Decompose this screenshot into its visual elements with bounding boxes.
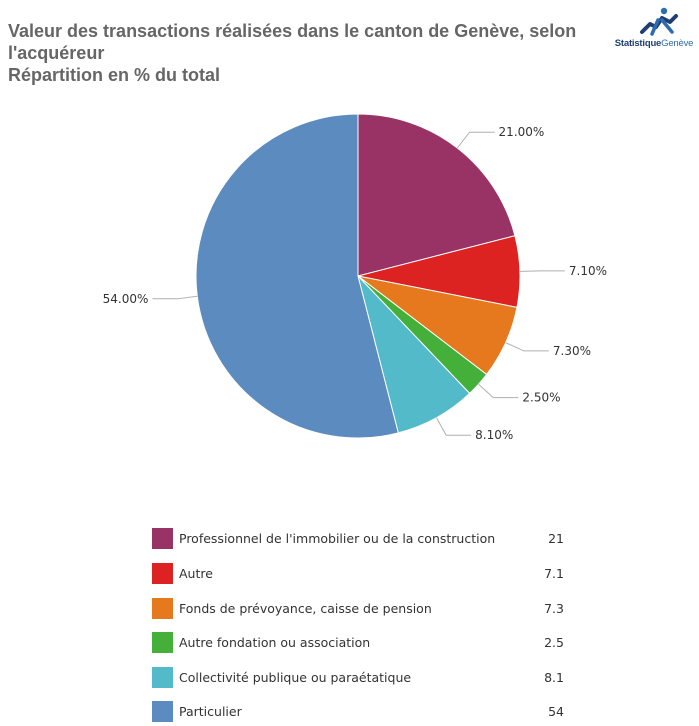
slice-connector-line [519, 270, 565, 272]
slice-data-label: 7.30% [553, 344, 591, 358]
slice-data-label: 2.50% [522, 391, 560, 405]
logo-text-main: Statistique [614, 38, 662, 49]
slice-connector-line [478, 383, 519, 399]
legend-item[interactable]: Autre fondation ou association 2.5 [152, 632, 564, 654]
slice-connector-line [456, 131, 495, 149]
slice-connector-line [436, 417, 472, 436]
slice-data-label: 7.10% [569, 264, 607, 278]
logo-text-sub: Genève [661, 38, 694, 49]
legend-value: 2.5 [544, 635, 564, 650]
legend-swatch [152, 667, 173, 688]
legend-item[interactable]: Autre 7.1 [152, 563, 564, 585]
legend-value: 7.1 [544, 566, 564, 581]
slice-connector-line [152, 295, 198, 300]
legend-swatch [152, 528, 173, 549]
legend-swatch [152, 632, 173, 653]
chart-subtitle: Répartition en % du total [8, 65, 221, 85]
legend-swatch [152, 563, 173, 584]
legend-label: Particulier [179, 704, 242, 719]
legend-label: Collectivité publique ou paraétatique [179, 670, 412, 685]
legend-label: Professionnel de l'immobilier ou de la c… [179, 531, 496, 546]
legend-item[interactable]: Fonds de prévoyance, caisse de pension 7.… [152, 598, 564, 620]
runner-logo-icon [640, 7, 678, 36]
legend-swatch [152, 701, 173, 722]
legend-value: 7.3 [544, 601, 564, 616]
legend-item[interactable]: Collectivité publique ou paraétatique 8.1 [152, 667, 564, 689]
legend-label: Autre [179, 566, 213, 581]
legend-label: Fonds de prévoyance, caisse de pension [179, 601, 432, 616]
logo-wordmark: StatistiqueGenève [612, 38, 696, 49]
legend-value: 54 [548, 704, 564, 719]
slice-data-label: 54.00% [103, 292, 149, 306]
slice-connector-line [505, 342, 549, 352]
legend-item[interactable]: Particulier 54 [152, 701, 564, 723]
chart-title-line1: Valeur des transactions réalisées dans l… [8, 21, 577, 41]
legend-value: 8.1 [544, 670, 564, 685]
legend-swatch [152, 598, 173, 619]
legend-value: 21 [548, 531, 564, 546]
slice-data-label: 21.00% [499, 125, 545, 139]
chart-title-line2: l'acquéreur [8, 43, 105, 63]
chart-title: Valeur des transactions réalisées dans l… [8, 20, 588, 86]
legend-item[interactable]: Professionnel de l'immobilier ou de la c… [152, 528, 564, 550]
legend-label: Autre fondation ou association [179, 635, 371, 650]
pie-chart: 21.00% 7.10% 7.30% 2.50% 8.10% 54.00% [103, 113, 607, 442]
slice-data-label: 8.10% [475, 428, 513, 442]
pie-slice[interactable] [357, 113, 516, 277]
statistique-geneve-logo[interactable]: StatistiqueGenève [612, 6, 696, 54]
